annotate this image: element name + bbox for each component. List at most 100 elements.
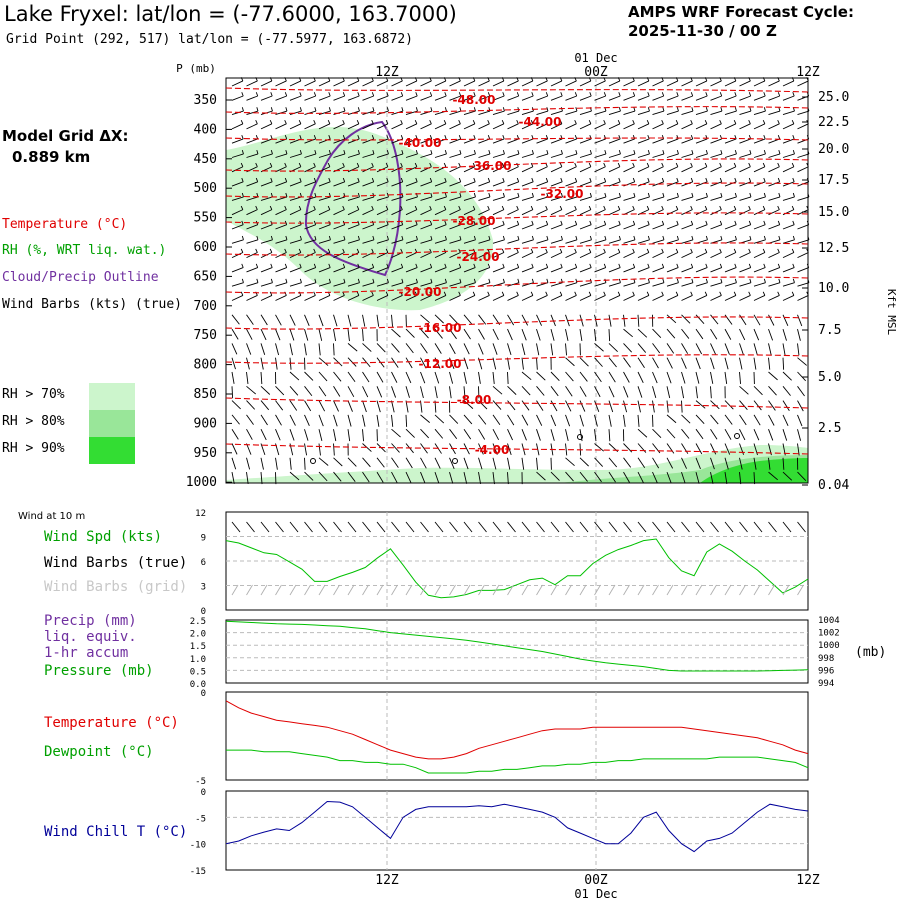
wind-barb — [797, 177, 810, 187]
height-tick-label: 0.04 — [818, 478, 849, 493]
wind-barb — [710, 291, 722, 301]
wind-barb — [391, 386, 397, 398]
wind-barb — [753, 357, 757, 370]
wind-barb — [565, 386, 573, 397]
wind-barb — [405, 92, 418, 101]
wind-barb — [681, 92, 694, 101]
wind-barb — [739, 92, 752, 101]
wind-barb — [710, 343, 716, 355]
wind-barb — [492, 77, 505, 87]
surface-wind-barbs — [231, 521, 806, 596]
wind-barb — [637, 220, 650, 230]
wind-barb — [536, 291, 548, 301]
wind-barb — [492, 278, 505, 287]
wind-barb — [507, 371, 509, 385]
wind-barb — [521, 235, 534, 244]
wind-barb — [652, 278, 665, 287]
wind-barb — [318, 92, 331, 101]
wind-barb — [434, 357, 441, 369]
wind-barb — [405, 471, 412, 484]
wind-barb — [391, 428, 401, 438]
wind-barb — [623, 248, 635, 259]
wind-barb — [275, 92, 288, 101]
wind-barb — [652, 428, 662, 439]
wind-barb — [623, 92, 636, 101]
wind-barb — [434, 263, 447, 273]
surface-wind-barb — [594, 521, 603, 533]
panel-tick-label: 2.5 — [190, 617, 206, 627]
wind-barb — [405, 205, 418, 216]
height-tick-label: 15.0 — [818, 205, 849, 220]
wind-barb — [666, 291, 679, 301]
wind-barb — [420, 457, 427, 469]
wind-barb — [739, 414, 747, 426]
wind-barb — [507, 263, 520, 273]
wind-barb — [768, 248, 780, 259]
wind-barb — [391, 235, 404, 244]
wind-barb — [275, 235, 288, 244]
wind-barb — [521, 291, 534, 301]
wind-barb — [768, 357, 771, 370]
wind-barb — [521, 400, 530, 411]
wind-barb — [507, 414, 515, 426]
surface-wind-barb — [652, 521, 661, 533]
wind-barb — [492, 357, 497, 370]
wind-barb — [550, 263, 563, 273]
wind-barb — [492, 385, 503, 395]
wind-barb — [449, 328, 457, 340]
wind-barb — [231, 220, 244, 230]
wind-barb — [333, 235, 346, 244]
wind-barb — [420, 235, 433, 244]
wind-barb — [507, 120, 519, 130]
wind-barb — [782, 107, 795, 116]
wind-barb — [246, 472, 249, 485]
wind-barb — [594, 235, 607, 244]
wind-barb — [231, 248, 244, 259]
grid-wind-barb — [333, 584, 340, 596]
wind-barb — [710, 414, 719, 425]
wind-barb — [739, 220, 752, 230]
wind-barb — [376, 77, 389, 87]
wind-barb — [666, 135, 679, 144]
wind-barb — [608, 329, 611, 342]
wind-barb — [579, 235, 592, 244]
wind-barb — [579, 177, 592, 187]
temperature-contour: -32.00 — [225, 182, 809, 201]
pressure-tick-label: 600 — [194, 240, 217, 255]
cross-section-time-grid — [386, 78, 597, 483]
wind-barb — [376, 120, 389, 130]
wind-barb — [304, 443, 308, 456]
wind-barb — [246, 428, 253, 440]
wind-barb — [405, 428, 415, 438]
wind-barb — [231, 443, 238, 455]
grid-wind-barb — [695, 584, 703, 596]
wind-barb — [318, 371, 328, 382]
wind-barb — [362, 457, 371, 468]
wind-barb — [246, 177, 259, 187]
wind-barb — [579, 291, 592, 301]
wind-barb — [246, 248, 258, 259]
temperature-contour: -48.00 — [225, 87, 809, 107]
wind-barb — [507, 400, 516, 411]
wind-barb — [753, 77, 766, 87]
wind-barb — [362, 263, 375, 273]
wind-barb — [594, 120, 606, 130]
wind-barb — [289, 400, 298, 411]
wind-barb — [666, 263, 679, 273]
wind-barb — [449, 428, 458, 440]
wind-barb — [521, 278, 534, 287]
wind-barb — [739, 235, 752, 244]
wind-barb — [536, 371, 546, 381]
wind-barb — [797, 150, 810, 158]
wind-barb — [536, 429, 541, 441]
wind-barb — [550, 291, 563, 301]
wind-barb — [492, 248, 505, 259]
wind-barb — [463, 291, 476, 301]
wind-barb — [797, 263, 810, 273]
wind-barb — [347, 150, 360, 158]
wind-barb — [797, 314, 803, 327]
wind-barb — [550, 135, 563, 144]
panel-3: 0 -5 -10 -15 — [190, 788, 809, 877]
wind-barb — [391, 457, 399, 468]
wind-barb — [492, 220, 505, 230]
